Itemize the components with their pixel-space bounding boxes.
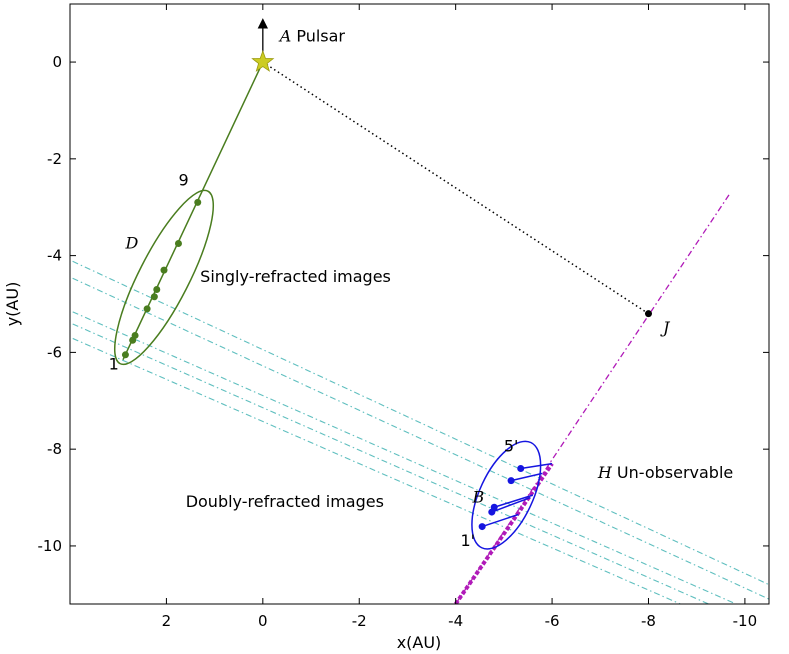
lens-line-4 (70, 322, 710, 604)
double-image-ellipse (471, 440, 542, 550)
single-image-point-9 (194, 198, 202, 206)
x-tick-label-4: -4 (448, 612, 463, 630)
annotation-text: Doubly-refracted images (186, 492, 384, 511)
screen-line (455, 192, 731, 604)
single-image-point-5 (150, 293, 158, 301)
x-axis-label: x(AU) (397, 633, 442, 652)
x-tick-label-3: -2 (352, 612, 367, 630)
double-image-segment-4 (510, 472, 543, 482)
double-image-point-4 (507, 477, 515, 485)
y-tick-label-3: -4 (47, 247, 62, 265)
lens-line-3 (70, 310, 738, 604)
lens-line-2 (70, 276, 769, 600)
x-tick-label-7: -10 (733, 612, 758, 630)
double-image-segment-2 (491, 496, 531, 513)
annotation-symbol: J (660, 318, 671, 337)
single-image-point-6 (153, 285, 161, 293)
annotation-text: Pulsar (291, 27, 345, 46)
single-image-line (122, 61, 264, 360)
y-tick-label-4: -6 (47, 343, 62, 361)
single-image-point-3 (131, 331, 139, 339)
annotation-11: 1' (460, 531, 475, 550)
annotation-symbol: A (278, 27, 292, 46)
double-image-segment-1 (481, 513, 519, 528)
point-J (644, 310, 652, 318)
screen-thick-line (454, 462, 554, 604)
annotation-7: 5' (504, 437, 519, 456)
annotations: A Pulsar 9 D Singly-refracted images 1 J 5' H U… (109, 27, 734, 550)
plot-area (70, 18, 769, 604)
x-tick-label-6: -8 (641, 612, 656, 630)
annotation-text: 1' (460, 531, 475, 550)
double-image-segment-5 (520, 462, 553, 470)
annotation-symbol: D (124, 233, 138, 252)
annotation-text: 5' (504, 437, 519, 456)
double-image-segment-3 (493, 494, 534, 508)
annotation-text: Un-observable (612, 463, 733, 482)
x-tick-label-2: 0 (258, 612, 268, 630)
annotation-2: 9 (178, 170, 188, 189)
annotation-symbol: H (597, 463, 613, 482)
double-image-point-3 (490, 503, 498, 511)
annotation-symbol: B (472, 487, 485, 506)
axes: 2 0 -2 -4 -6 -8 -10 0 -2 -4 -6 -8 -10 (38, 4, 769, 630)
line-of-sight (262, 61, 649, 315)
single-image-ellipse (113, 189, 215, 366)
single-image-point-4 (143, 305, 151, 313)
double-image-point-5 (517, 465, 525, 473)
single-image-point-8 (174, 240, 182, 248)
y-tick-label-1: 0 (52, 53, 62, 71)
annotation-6: J (660, 318, 671, 337)
pulsar-star-icon (251, 49, 275, 72)
x-tick-label-5: -6 (545, 612, 560, 630)
single-image-point-1 (121, 351, 129, 359)
y-tick-label-6: -10 (38, 537, 63, 555)
annotation-9: B (472, 487, 485, 506)
annotation-text: 9 (178, 170, 188, 189)
annotation-8: H Un-observable (597, 463, 733, 482)
annotation-4: Singly-refracted images (200, 267, 391, 286)
annotation-10: Doubly-refracted images (186, 492, 384, 511)
single-image-point-7 (160, 266, 168, 274)
lens-line-1 (70, 259, 769, 586)
annotation-text: 1 (109, 354, 119, 373)
x-tick-label-1: 2 (162, 612, 172, 630)
annotation-text: Singly-refracted images (200, 267, 391, 286)
double-image-point-1 (478, 523, 486, 531)
y-tick-label-2: -2 (47, 150, 62, 168)
annotation-3: D (124, 233, 138, 252)
annotation-1: A Pulsar (278, 27, 346, 46)
annotation-5: 1 (109, 354, 119, 373)
y-axis-label: y(AU) (3, 282, 22, 327)
lens-line-5 (70, 336, 682, 604)
y-tick-label-5: -8 (47, 440, 62, 458)
plot-frame (69, 3, 770, 605)
